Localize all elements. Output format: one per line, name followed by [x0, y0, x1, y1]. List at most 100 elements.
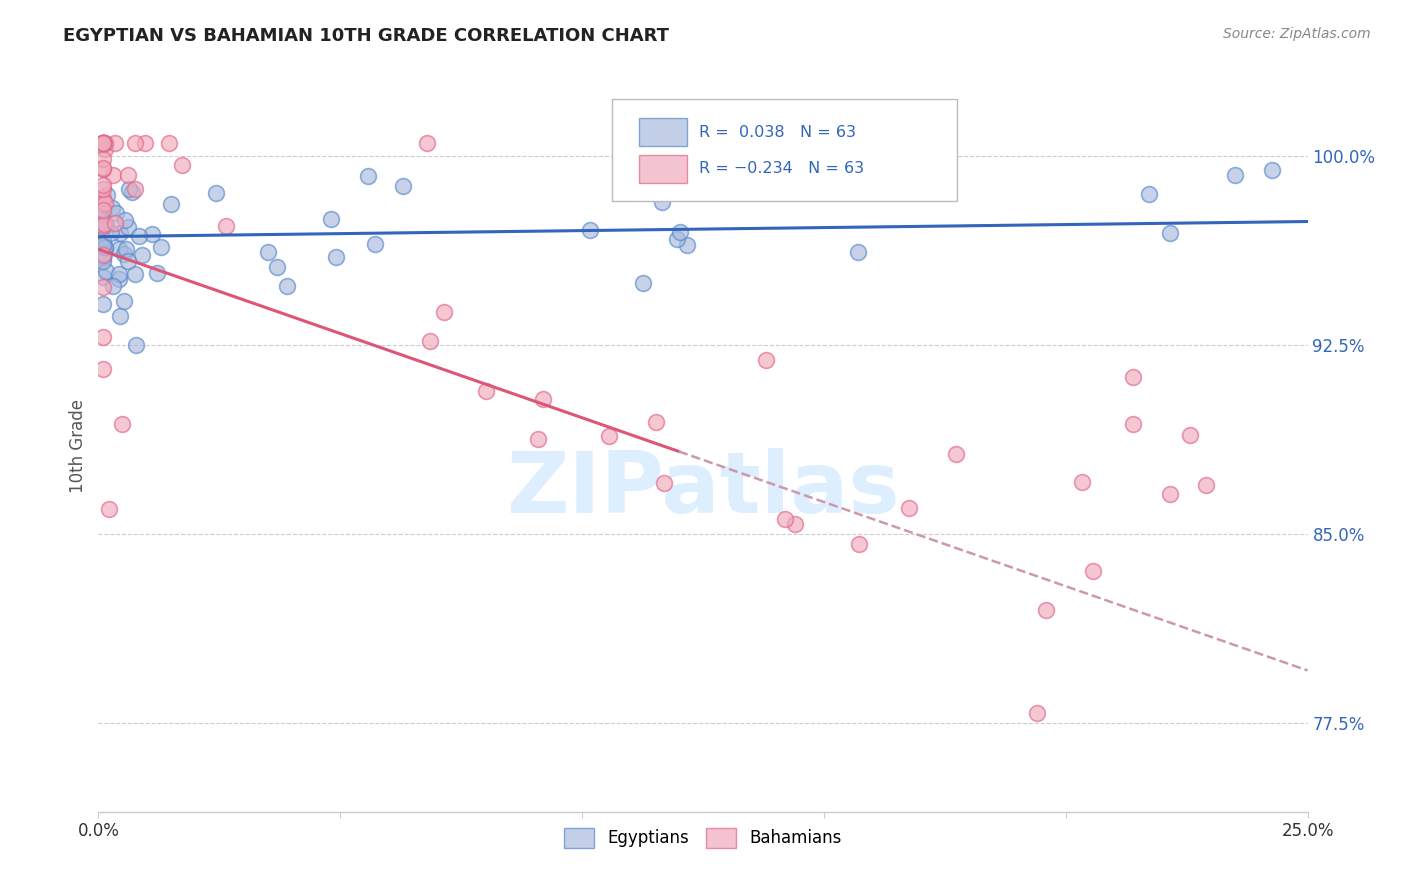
Point	[897, 501, 920, 516]
Point	[433, 305, 456, 319]
Point	[1159, 226, 1181, 240]
Point	[1194, 478, 1216, 492]
Point	[91, 161, 114, 176]
Point	[96, 218, 118, 232]
Point	[101, 279, 124, 293]
Point	[257, 244, 280, 259]
Point	[110, 417, 132, 432]
Point	[645, 415, 668, 429]
Point	[124, 182, 146, 196]
Point	[91, 178, 114, 192]
Point	[91, 237, 114, 252]
Bar	[638, 155, 688, 183]
Point	[108, 243, 131, 257]
Point	[146, 266, 169, 280]
Point	[631, 277, 654, 291]
Point	[91, 253, 114, 268]
Point	[1025, 706, 1047, 721]
Point	[131, 247, 153, 261]
Point	[1261, 162, 1284, 177]
Point	[666, 232, 689, 246]
Point	[357, 169, 380, 183]
Point	[1180, 428, 1202, 442]
Point	[112, 247, 135, 261]
Point	[93, 246, 115, 260]
Point	[157, 136, 180, 151]
Point	[124, 136, 146, 151]
Point	[945, 447, 967, 461]
Point	[101, 168, 124, 182]
Text: R =  0.038   N = 63: R = 0.038 N = 63	[699, 125, 856, 140]
Point	[114, 242, 136, 256]
Point	[94, 240, 117, 254]
Point	[94, 264, 117, 278]
Point	[91, 191, 114, 205]
Point	[1139, 187, 1161, 202]
Point	[91, 269, 114, 284]
Point	[91, 136, 114, 151]
Point	[1122, 417, 1144, 432]
Point	[91, 280, 114, 294]
Point	[128, 228, 150, 243]
Point	[319, 211, 342, 226]
Point	[134, 136, 156, 151]
Point	[94, 142, 117, 156]
Point	[91, 248, 114, 262]
Point	[526, 433, 548, 447]
Point	[419, 334, 441, 349]
Point	[848, 537, 870, 551]
Point	[652, 476, 675, 491]
Text: ZIPatlas: ZIPatlas	[506, 449, 900, 532]
Point	[91, 136, 114, 151]
Point	[117, 254, 139, 268]
Text: R = −0.234   N = 63: R = −0.234 N = 63	[699, 161, 865, 177]
Point	[91, 214, 114, 228]
Point	[205, 186, 228, 200]
Point	[783, 517, 806, 532]
Point	[1159, 487, 1181, 501]
FancyBboxPatch shape	[613, 99, 957, 201]
Point	[125, 338, 148, 352]
Point	[98, 501, 121, 516]
Point	[91, 219, 114, 233]
Point	[579, 223, 602, 237]
Text: EGYPTIAN VS BAHAMIAN 10TH GRADE CORRELATION CHART: EGYPTIAN VS BAHAMIAN 10TH GRADE CORRELAT…	[63, 27, 669, 45]
Point	[112, 294, 135, 309]
Point	[118, 182, 141, 196]
Point	[117, 168, 139, 182]
Point	[91, 182, 114, 196]
Point	[124, 268, 146, 282]
Point	[91, 136, 114, 151]
Point	[91, 202, 114, 217]
Point	[91, 232, 114, 246]
Point	[105, 206, 128, 220]
Point	[846, 245, 869, 260]
Point	[91, 136, 114, 151]
Point	[91, 136, 114, 151]
Point	[755, 352, 778, 367]
Point	[160, 197, 183, 211]
Point	[91, 251, 114, 265]
Point	[108, 227, 131, 241]
Point	[91, 219, 114, 234]
Point	[104, 216, 127, 230]
Point	[100, 226, 122, 240]
Point	[598, 429, 620, 443]
Point	[651, 195, 673, 210]
Point	[121, 185, 143, 199]
Point	[1223, 169, 1246, 183]
Point	[91, 329, 114, 343]
Point	[364, 237, 387, 252]
Bar	[638, 119, 688, 146]
Point	[93, 241, 115, 255]
Point	[276, 279, 298, 293]
Point	[141, 227, 163, 242]
Point	[91, 215, 114, 229]
Point	[91, 136, 114, 151]
Point	[266, 260, 288, 274]
Point	[531, 392, 554, 406]
Point	[91, 136, 114, 151]
Point	[91, 136, 114, 151]
Point	[91, 161, 114, 175]
Point	[91, 136, 114, 151]
